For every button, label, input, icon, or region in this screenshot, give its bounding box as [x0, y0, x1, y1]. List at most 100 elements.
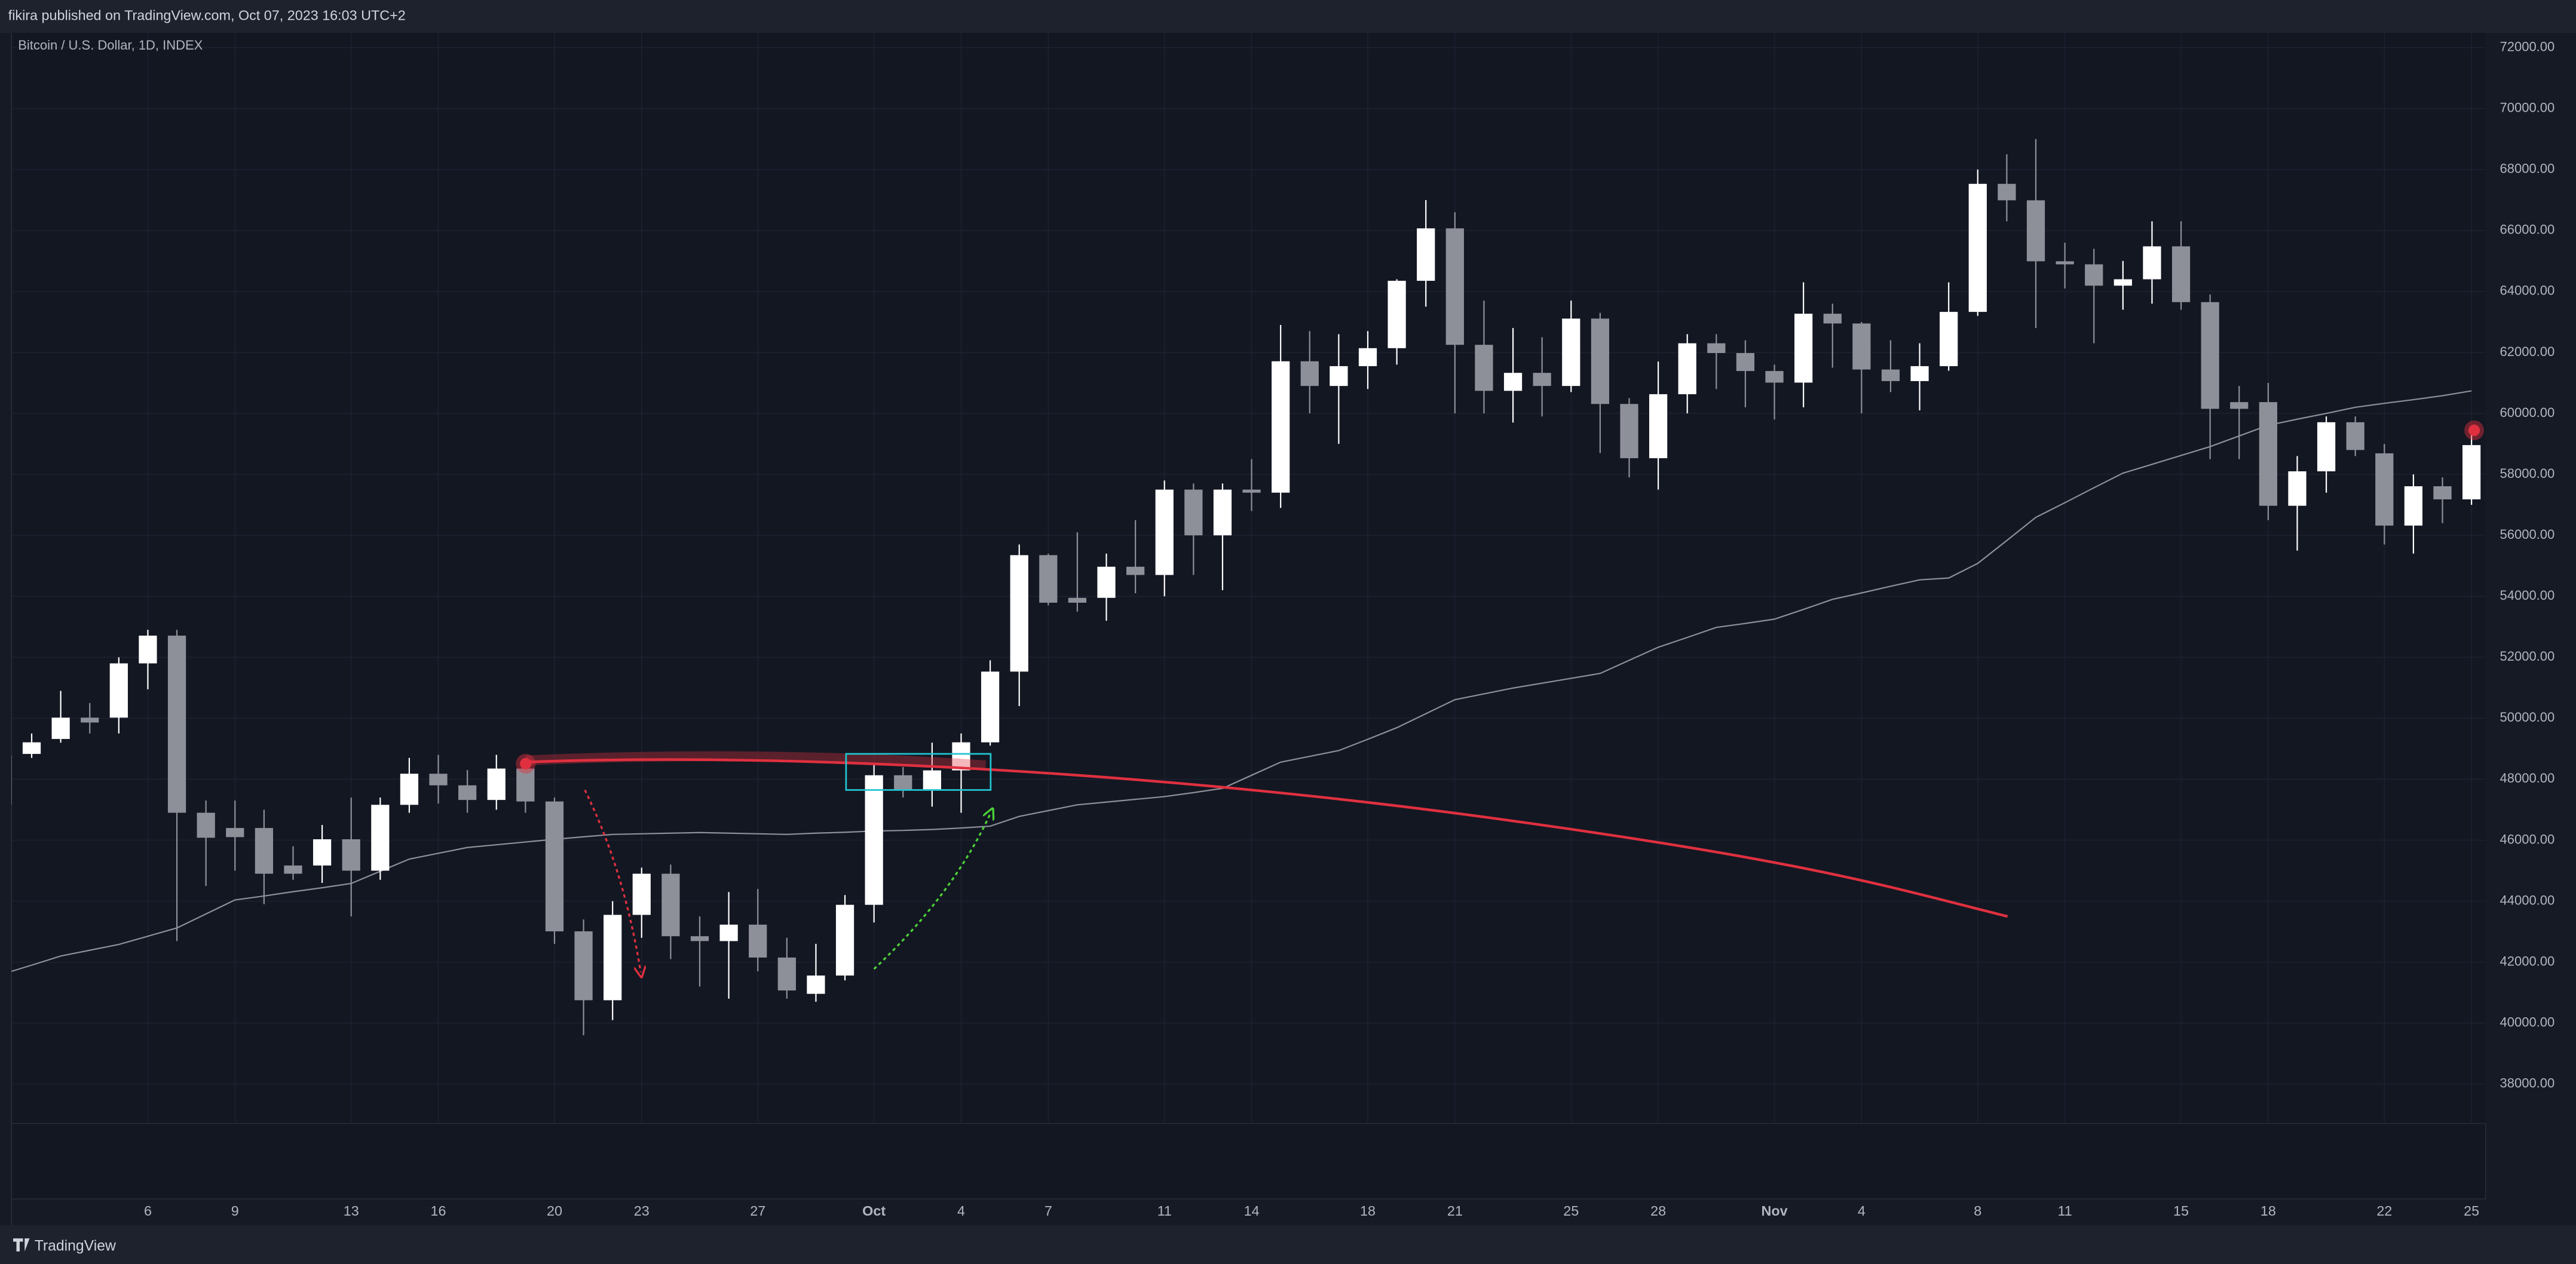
candle-body — [690, 936, 709, 941]
candle-body — [1242, 489, 1261, 493]
candle-body — [1794, 314, 1813, 383]
x-tick-label: 4 — [1858, 1203, 1866, 1219]
y-tick-label: 56000.00 — [2500, 527, 2555, 542]
candle-body — [2433, 486, 2452, 499]
candle-body — [1330, 366, 1348, 386]
candle-body — [167, 636, 186, 813]
x-tick-label: 18 — [2260, 1203, 2276, 1219]
candle-body — [981, 671, 1000, 743]
candle-body — [604, 915, 622, 1001]
candle-body — [865, 775, 883, 905]
y-tick-label: 66000.00 — [2500, 222, 2555, 237]
x-tick-label: 14 — [1244, 1203, 1260, 1219]
candle-body — [226, 828, 244, 837]
candle-body — [458, 785, 477, 800]
candle-body — [1736, 353, 1755, 372]
x-tick-label: 4 — [957, 1203, 965, 1219]
candle-body — [1852, 323, 1871, 370]
candle-body — [2026, 200, 2045, 262]
candle-body — [1010, 555, 1028, 672]
candle-body — [1823, 314, 1842, 324]
y-tick-label: 50000.00 — [2500, 710, 2555, 725]
x-tick-label: 8 — [1974, 1203, 1981, 1219]
candle-body — [1358, 348, 1377, 366]
y-tick-label: 46000.00 — [2500, 832, 2555, 846]
candle-body — [1155, 489, 1174, 575]
candle-body — [1300, 361, 1319, 386]
x-tick-label: 22 — [2376, 1203, 2392, 1219]
plot — [11, 139, 2481, 1036]
y-tick-label: 58000.00 — [2500, 466, 2555, 481]
candle-body — [574, 931, 593, 1001]
candle-body — [1068, 597, 1087, 603]
plot-area — [11, 33, 2486, 1124]
candle-body — [2056, 261, 2074, 265]
x-tick-label: 9 — [231, 1203, 239, 1219]
candle-body — [371, 805, 390, 871]
x-tick-label: 27 — [750, 1203, 765, 1219]
x-tick-label: 20 — [547, 1203, 562, 1219]
candle-body — [952, 742, 970, 771]
candle-body — [1097, 566, 1116, 598]
x-tick-label: 11 — [2057, 1203, 2072, 1219]
candle-body — [255, 828, 273, 874]
candle-body — [400, 774, 419, 805]
brand-name: TradingView — [35, 1238, 116, 1254]
candle-body — [81, 717, 99, 723]
candle-body — [777, 957, 796, 991]
candle-body — [1998, 183, 2016, 201]
x-tick-label: 23 — [634, 1203, 650, 1219]
candle-body — [1445, 228, 1464, 345]
x-tick-label: 21 — [1447, 1203, 1463, 1219]
x-tick-label: 28 — [1650, 1203, 1666, 1219]
axes: 38000.00 40000.00 42000.00 44000.00 46000.00… — [144, 39, 2554, 1219]
candle-body — [1591, 318, 1610, 404]
candle-body — [1475, 345, 1493, 391]
candle-body — [2462, 445, 2481, 499]
candle-body — [2143, 246, 2161, 280]
down-arrow — [584, 789, 641, 972]
moving-average — [11, 390, 2472, 972]
marker-dot — [2468, 424, 2480, 437]
publisher-line: fikira published on TradingView.com, Oct… — [8, 8, 406, 23]
candle-body — [1387, 281, 1406, 348]
candle-body — [1562, 318, 1580, 386]
candle-body — [2201, 302, 2219, 409]
candle-body — [661, 873, 680, 937]
candle-body — [719, 924, 738, 941]
candle-body — [545, 801, 564, 932]
x-tick-label: 15 — [2173, 1203, 2189, 1219]
candle-body — [51, 717, 70, 740]
candle-body — [1126, 566, 1145, 575]
candle-body — [109, 663, 128, 718]
x-tick-label: 18 — [1360, 1203, 1376, 1219]
x-tick-label: Oct — [862, 1203, 886, 1219]
candle-body — [1213, 489, 1232, 536]
candle-body — [342, 839, 360, 871]
x-tick-label: 7 — [1045, 1203, 1052, 1219]
candle-body — [923, 770, 941, 790]
y-tick-label: 70000.00 — [2500, 100, 2555, 115]
x-tick-label: 25 — [1563, 1203, 1579, 1219]
candle-body — [1039, 555, 1058, 603]
candle-body — [632, 873, 651, 915]
y-tick-label: 64000.00 — [2500, 283, 2555, 298]
candle-body — [2317, 422, 2336, 472]
header-bar — [0, 0, 2576, 33]
candle-body — [2346, 422, 2364, 450]
candle-body — [1707, 343, 1726, 354]
y-tick-label: 44000.00 — [2500, 892, 2555, 907]
candle-body — [894, 775, 912, 790]
y-tick-label: 52000.00 — [2500, 649, 2555, 664]
y-tick-label: 42000.00 — [2500, 953, 2555, 968]
candle-body — [1968, 183, 1987, 312]
candle-body — [1272, 361, 1290, 493]
candle-body — [835, 904, 854, 976]
x-tick-label: 6 — [144, 1203, 152, 1219]
candle-body — [2375, 453, 2394, 526]
candle-body — [1503, 373, 1523, 391]
lower-pane — [11, 1122, 2486, 1199]
candle-body — [2171, 246, 2191, 302]
x-tick-label: Nov — [1761, 1203, 1787, 1219]
